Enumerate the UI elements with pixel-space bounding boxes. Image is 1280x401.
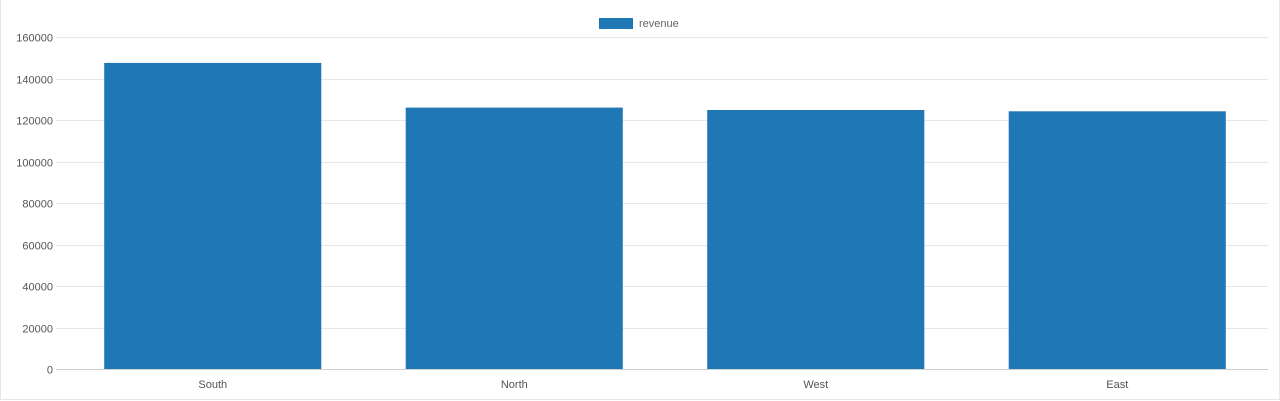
y-tick-label: 40000 xyxy=(22,282,53,294)
y-tick-label: 160000 xyxy=(16,33,53,45)
bars xyxy=(104,62,1226,370)
y-tick-label: 20000 xyxy=(22,324,53,336)
x-tick-label: South xyxy=(198,379,227,391)
y-tick-label: 0 xyxy=(47,365,53,377)
bar-west[interactable] xyxy=(707,110,925,369)
y-axis-ticks: 0 20000 40000 60000 80000 100000 120000 140000 1… xyxy=(16,33,53,377)
y-tick-label: 100000 xyxy=(16,158,53,170)
legend-label[interactable]: revenue xyxy=(639,18,679,30)
x-tick-label: East xyxy=(1106,379,1128,391)
bar-north[interactable] xyxy=(405,107,623,369)
y-tick-label: 60000 xyxy=(22,241,53,253)
x-tick-label: West xyxy=(803,379,828,391)
y-tick-label: 120000 xyxy=(16,116,53,128)
x-axis-ticks: South North West East xyxy=(198,379,1128,391)
legend-swatch[interactable] xyxy=(599,18,633,29)
y-tick-label: 80000 xyxy=(22,199,53,211)
bar-east[interactable] xyxy=(1008,111,1226,370)
y-tick-label: 140000 xyxy=(16,75,53,87)
bar-south[interactable] xyxy=(104,62,322,370)
x-tick-label: North xyxy=(501,379,528,391)
legend[interactable]: revenue xyxy=(599,18,679,30)
